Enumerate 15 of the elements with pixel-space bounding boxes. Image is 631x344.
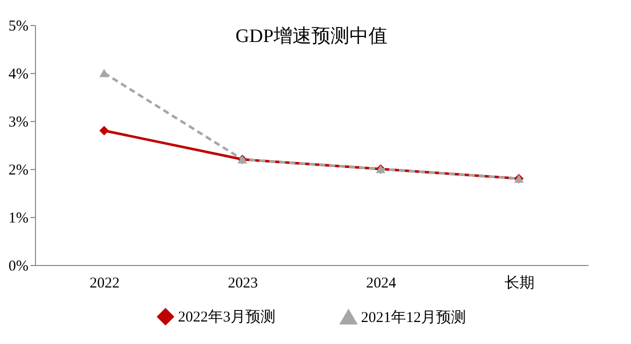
legend-label: 2022年3月预测 xyxy=(178,308,276,326)
y-tick-label: 1% xyxy=(8,210,28,226)
x-tick-label: 2023 xyxy=(228,276,258,292)
point xyxy=(99,126,109,136)
y-tick-label: 4% xyxy=(8,66,28,82)
y-tick-label: 0% xyxy=(8,258,28,274)
x-tick-label: 2024 xyxy=(366,276,397,292)
y-tick-label: 2% xyxy=(8,162,28,178)
y-tick-label: 5% xyxy=(8,18,28,34)
point xyxy=(99,68,109,78)
x-tick-label: 2022 xyxy=(90,276,120,292)
legend-label: 2021年12月预测 xyxy=(361,309,466,326)
y-tick-label: 3% xyxy=(8,114,28,130)
chart-title: GDP增速预测中值 xyxy=(235,26,388,47)
x-tick-label: 长期 xyxy=(504,274,534,292)
